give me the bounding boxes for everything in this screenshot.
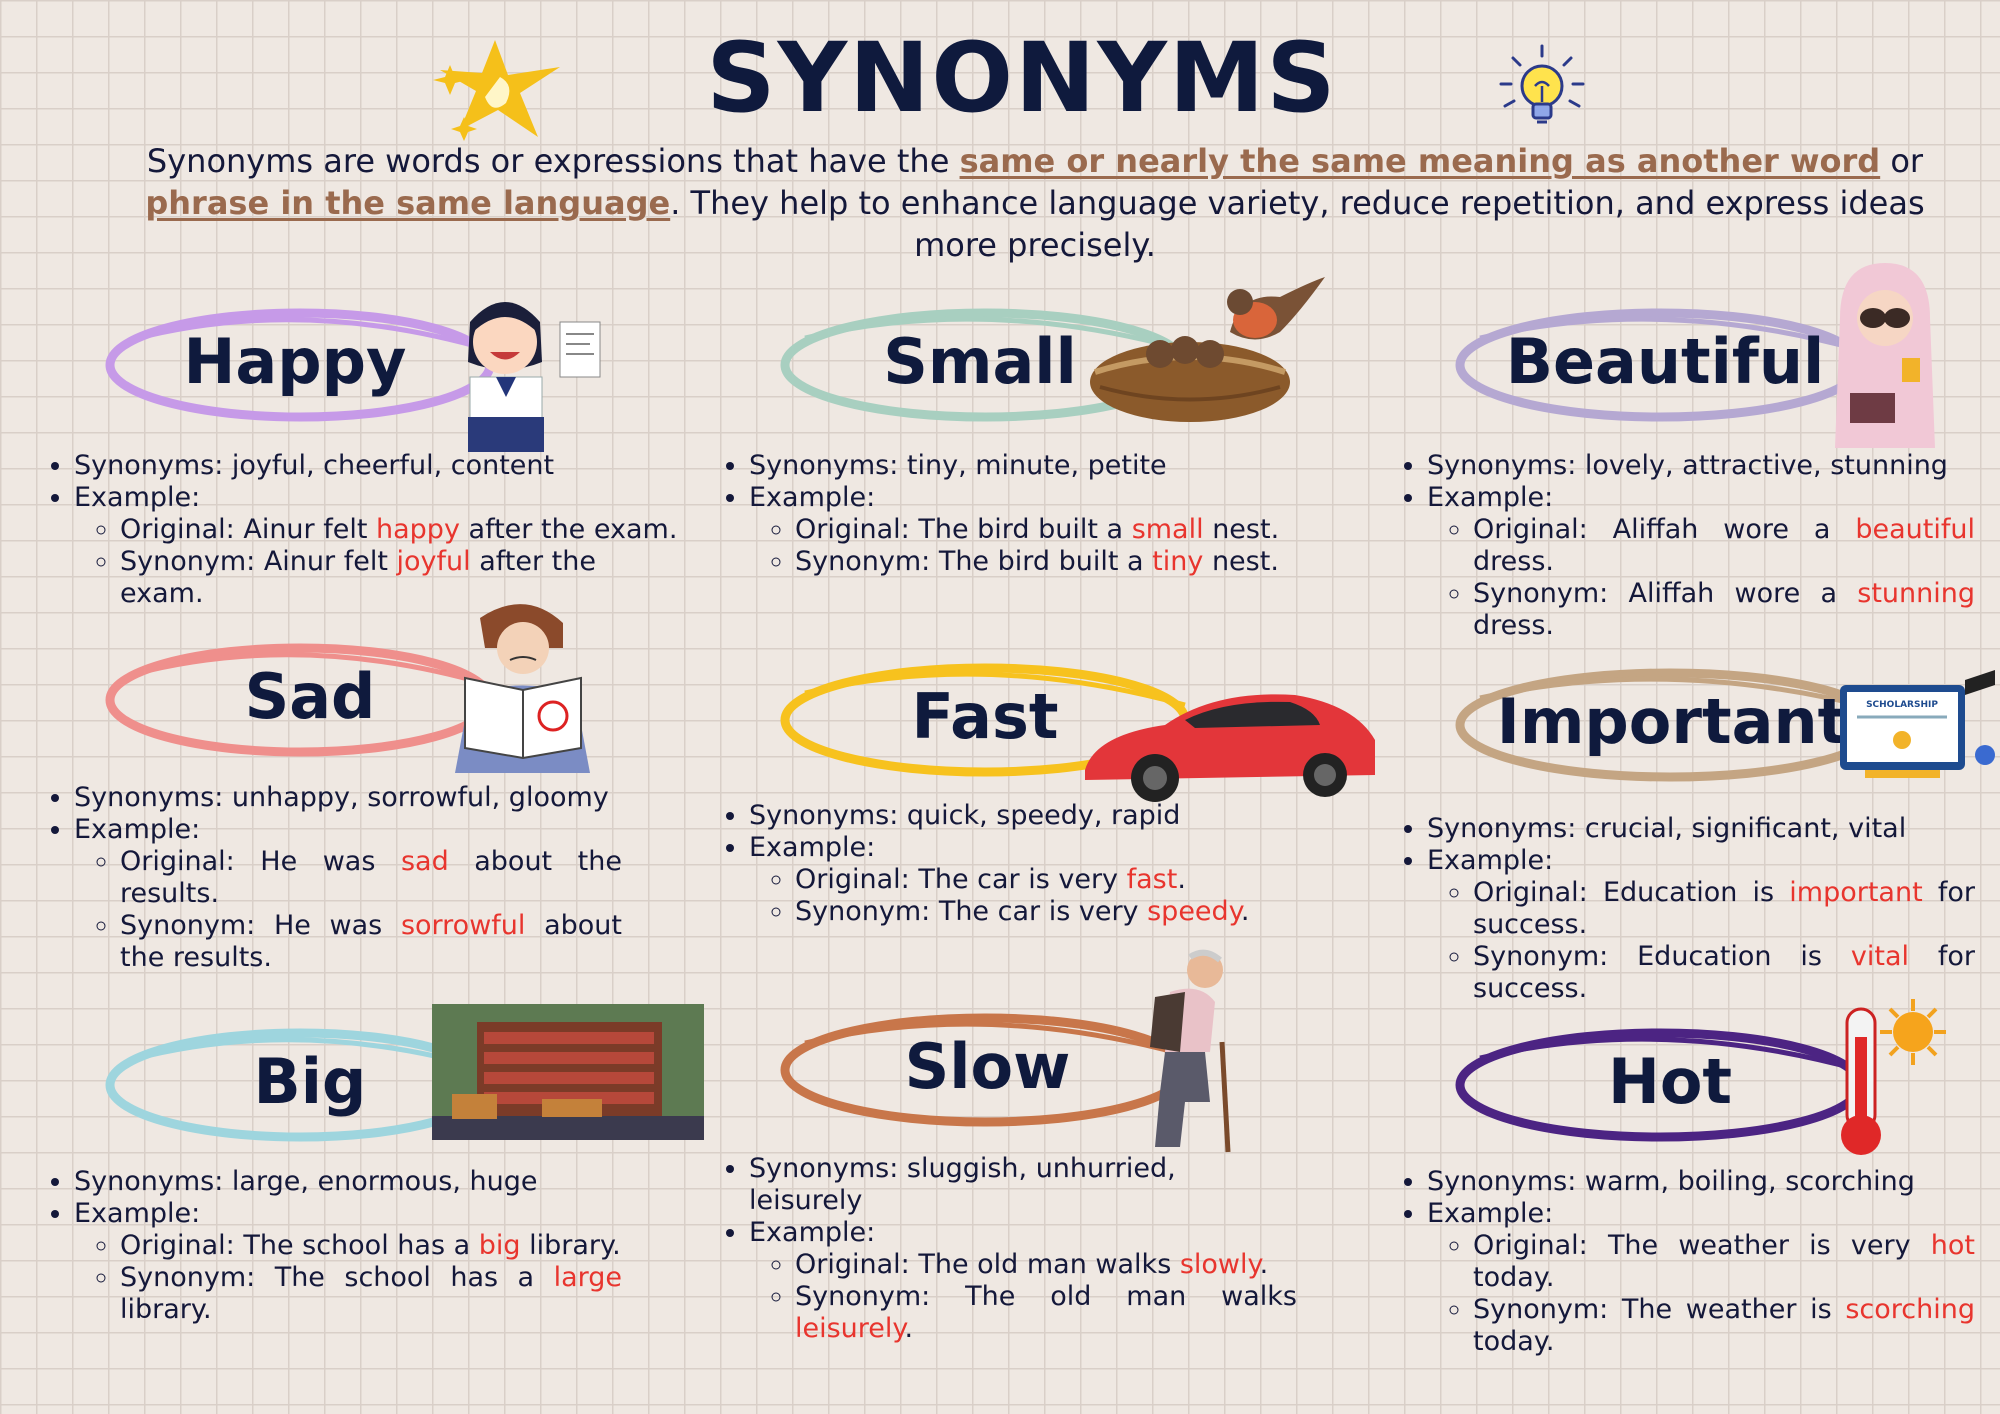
word-title: Fast — [911, 680, 1059, 753]
scholarship-label: SCHOLARSHIP — [1866, 700, 1938, 710]
original-sentence: Original: Ainur felt happy after the exa… — [120, 514, 680, 546]
intro-highlight-language: phrase in the same language — [145, 184, 671, 222]
card-text: Synonyms: tiny, minute, petite Example: … — [715, 450, 1335, 578]
original-sentence: Original: Education is important for suc… — [1473, 877, 1975, 941]
example-label: Example: Original: Aliffah wore a beauti… — [1427, 482, 1975, 642]
example-label: Example: Original: The old man walks slo… — [749, 1217, 1297, 1345]
word-title: Small — [883, 325, 1077, 398]
original-sentence: Original: The school has a big library. — [120, 1230, 622, 1262]
synonym-sentence: Synonym: The bird built a tiny nest. — [795, 546, 1335, 578]
original-sentence: Original: The bird built a small nest. — [795, 514, 1335, 546]
card-text: Synonyms: quick, speedy, rapid Example: … — [715, 800, 1335, 928]
synonym-sentence: Synonym: He was sorrowful about the resu… — [120, 910, 622, 974]
red-sports-car-illustration — [1085, 694, 1375, 802]
example-label: Example: Original: The bird built a smal… — [749, 482, 1335, 578]
example-label: Example: Original: The car is very fast.… — [749, 832, 1335, 928]
card-text: Synonyms: large, enormous, huge Example:… — [40, 1166, 622, 1326]
sad-boy-reading-illustration — [455, 604, 590, 773]
example-label: Example: Original: The weather is very h… — [1427, 1198, 1975, 1358]
example-label: Example: Original: Education is importan… — [1427, 845, 1975, 1005]
synonym-sentence: Synonym: The weather is scorching today. — [1473, 1294, 1975, 1358]
card-text: Synonyms: unhappy, sorrowful, gloomy Exa… — [40, 782, 622, 974]
original-sentence: Original: Aliffah wore a beautiful dress… — [1473, 514, 1975, 578]
synonym-sentence: Synonym: The school has a large library. — [120, 1262, 622, 1326]
example-label: Example: Original: The school has a big … — [74, 1198, 622, 1326]
word-title: Beautiful — [1505, 325, 1825, 398]
card-text: Synonyms: joyful, cheerful, content Exam… — [40, 450, 680, 610]
synonyms-list: Synonyms: tiny, minute, petite — [749, 450, 1335, 482]
word-title: Big — [253, 1045, 367, 1118]
synonyms-list: Synonyms: unhappy, sorrowful, gloomy — [74, 782, 622, 814]
word-title: Sad — [244, 660, 376, 733]
original-sentence: Original: The old man walks slowly. — [795, 1249, 1297, 1281]
library-illustration — [432, 1004, 704, 1140]
intro-paragraph: Synonyms are words or expressions that h… — [145, 142, 1925, 264]
scholarship-illustration: SCHOLARSHIP — [1840, 670, 1995, 778]
light-bulb-icon — [1499, 44, 1585, 124]
synonym-sentence: Synonym: The old man walks leisurely. — [795, 1281, 1297, 1345]
example-label: Example: Original: He was sad about the … — [74, 814, 622, 974]
original-sentence: Original: The weather is very hot today. — [1473, 1230, 1975, 1294]
word-title: Hot — [1607, 1045, 1733, 1118]
bird-nest-illustration — [1090, 277, 1325, 422]
synonyms-list: Synonyms: joyful, cheerful, content — [74, 450, 680, 482]
word-title: Slow — [904, 1030, 1071, 1103]
original-sentence: Original: He was sad about the results. — [120, 846, 622, 910]
word-title: Happy — [183, 325, 407, 398]
synonyms-list: Synonyms: sluggish, unhurried, leisurely — [749, 1153, 1297, 1217]
word-title: Important — [1496, 685, 1848, 758]
synonyms-list: Synonyms: warm, boiling, scorching — [1427, 1166, 1975, 1198]
card-text: Synonyms: warm, boiling, scorching Examp… — [1393, 1166, 1975, 1358]
old-man-walking-illustration — [1150, 949, 1231, 1153]
card-text: Synonyms: lovely, attractive, stunning E… — [1393, 450, 1975, 642]
synonyms-list: Synonyms: large, enormous, huge — [74, 1166, 622, 1198]
synonym-sentence: Synonym: Aliffah wore a stunning dress. — [1473, 578, 1975, 642]
synonyms-list: Synonyms: lovely, attractive, stunning — [1427, 450, 1975, 482]
woman-in-hijab-illustration — [1835, 263, 1935, 448]
smiling-student-illustration — [468, 302, 601, 452]
thermometer-sun-illustration — [1841, 999, 1946, 1155]
card-text: Synonyms: crucial, significant, vital Ex… — [1393, 813, 1975, 1005]
sparkle-stars-icon — [433, 40, 560, 141]
synonym-sentence: Synonym: Ainur felt joyful after the exa… — [120, 546, 680, 610]
synonyms-list: Synonyms: quick, speedy, rapid — [749, 800, 1335, 832]
synonyms-list: Synonyms: crucial, significant, vital — [1427, 813, 1975, 845]
example-label: Example: Original: Ainur felt happy afte… — [74, 482, 680, 610]
page-title: SYNONYMS — [706, 22, 1338, 134]
synonym-sentence: Synonym: The car is very speedy. — [795, 896, 1335, 928]
synonym-sentence: Synonym: Education is vital for success. — [1473, 941, 1975, 1005]
intro-highlight-definition: same or nearly the same meaning as anoth… — [959, 142, 1881, 180]
original-sentence: Original: The car is very fast. — [795, 864, 1335, 896]
card-text: Synonyms: sluggish, unhurried, leisurely… — [715, 1153, 1297, 1345]
